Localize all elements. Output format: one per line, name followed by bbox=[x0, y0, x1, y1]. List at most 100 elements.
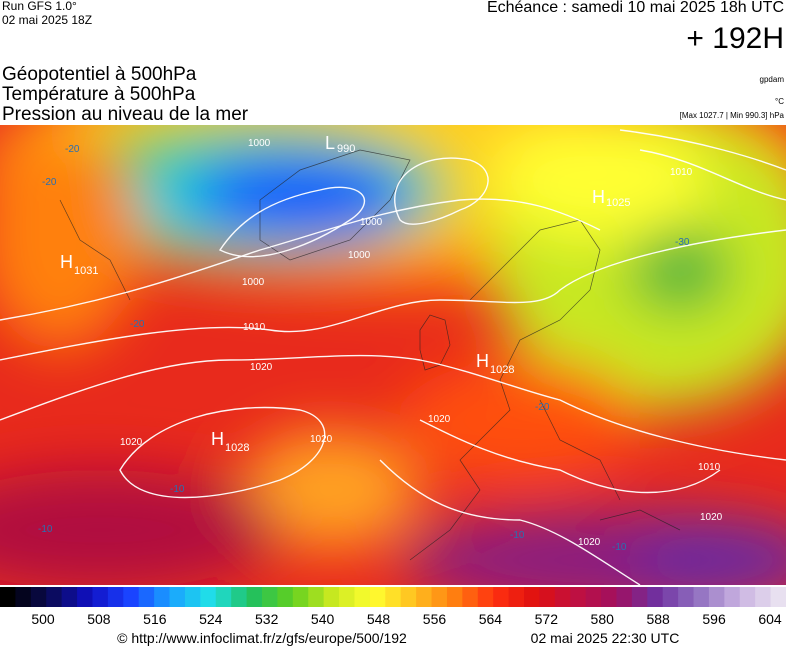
temperature-label: -10 bbox=[612, 542, 627, 553]
isobar-label: 1020 bbox=[250, 362, 273, 373]
colorbar-swatch bbox=[493, 587, 510, 607]
pressure-center: H bbox=[60, 252, 73, 272]
colorbar-swatch bbox=[554, 587, 571, 607]
temperature-label: -10 bbox=[510, 530, 525, 541]
colorbar-swatch bbox=[0, 587, 16, 607]
isobar bbox=[0, 198, 601, 321]
colorbar-swatch bbox=[184, 587, 201, 607]
colorbar-swatch bbox=[123, 587, 140, 607]
colorbar-label: 588 bbox=[646, 611, 670, 627]
colorbar-label: 500 bbox=[31, 611, 55, 627]
isobar-label: 1020 bbox=[578, 537, 601, 548]
colorbar-label: 508 bbox=[87, 611, 111, 627]
colorbar-swatch bbox=[739, 587, 756, 607]
colorbar-swatch bbox=[354, 587, 371, 607]
isobar-label: 1010 bbox=[243, 322, 266, 333]
isobar-label: 1000 bbox=[242, 277, 265, 288]
colorbar-swatch bbox=[400, 587, 417, 607]
colorbar-label: 564 bbox=[479, 611, 503, 627]
colorbar-label: 516 bbox=[143, 611, 167, 627]
isobar bbox=[0, 354, 786, 461]
colorbar-swatch bbox=[154, 587, 171, 607]
pressure-value: 1031 bbox=[74, 265, 98, 277]
colorbar-swatch bbox=[292, 587, 309, 607]
temperature-label: -10 bbox=[170, 484, 185, 495]
colorbar-swatch bbox=[631, 587, 648, 607]
isobar-label: 1020 bbox=[310, 434, 333, 445]
colorbar-swatch bbox=[262, 587, 278, 607]
colorbar-swatch bbox=[308, 587, 325, 607]
colorbar-swatch bbox=[570, 587, 587, 607]
isobar-label: 1020 bbox=[120, 437, 143, 448]
colorbar-swatch bbox=[770, 587, 786, 607]
colorbar-swatch bbox=[678, 587, 695, 607]
colorbar-label: 580 bbox=[591, 611, 615, 627]
colorbar-swatch bbox=[539, 587, 556, 607]
colorbar-swatch bbox=[138, 587, 155, 607]
temperature-label: -30 bbox=[675, 237, 690, 248]
run-date: 02 mai 2025 18Z bbox=[2, 13, 92, 27]
colorbar-swatch bbox=[416, 587, 433, 607]
unit: °C bbox=[775, 97, 784, 106]
colorbar-swatch bbox=[477, 587, 494, 607]
pressure-center: L bbox=[325, 133, 335, 153]
field: Pression au niveau de la mer bbox=[2, 104, 249, 125]
colorbar-swatch bbox=[169, 587, 186, 607]
isobar bbox=[419, 419, 721, 494]
colorbar-swatch bbox=[61, 587, 78, 607]
valid-time: Echéance : samedi 10 mai 2025 18h UTC bbox=[487, 0, 784, 16]
colorbar-swatch bbox=[46, 587, 63, 607]
colorbar-swatch bbox=[585, 587, 602, 607]
colorbar-label: 532 bbox=[255, 611, 279, 627]
colorbar-swatch bbox=[708, 587, 725, 607]
isobar-label: 1000 bbox=[248, 138, 271, 149]
colorbar-swatch bbox=[524, 587, 540, 607]
temperature-label: -20 bbox=[65, 144, 80, 155]
colorbar-swatch bbox=[616, 587, 633, 607]
source-url: © http://www.infoclimat.fr/z/gfs/europe/… bbox=[117, 630, 407, 646]
temperature-label: -20 bbox=[130, 319, 145, 330]
field: Température à 500hPa bbox=[2, 84, 196, 105]
colorbar-swatch bbox=[755, 587, 772, 607]
pressure-value: 990 bbox=[337, 143, 355, 155]
pressure-value: 1025 bbox=[606, 197, 630, 209]
colorbar-swatch bbox=[277, 587, 294, 607]
colorbar-swatch bbox=[446, 587, 463, 607]
colorbar-swatch bbox=[662, 587, 679, 607]
colorbar-swatch bbox=[462, 587, 479, 607]
isobar bbox=[394, 157, 489, 225]
isobar bbox=[218, 186, 366, 258]
isobar-label: 1000 bbox=[360, 217, 383, 228]
colorbar-swatch bbox=[647, 587, 664, 607]
colorbar-swatch bbox=[385, 587, 402, 607]
unit: [Max 1027.7 | Min 990.3] hPa bbox=[680, 111, 785, 120]
isobar bbox=[0, 229, 786, 361]
colorbar-swatch bbox=[601, 587, 617, 607]
colorbar-swatch bbox=[246, 587, 263, 607]
generated-time: 02 mai 2025 22:30 UTC bbox=[531, 630, 680, 646]
colorbar-swatch bbox=[231, 587, 248, 607]
colorbar-swatch bbox=[369, 587, 386, 607]
colorbar-label: 572 bbox=[535, 611, 559, 627]
colorbar-swatch bbox=[339, 587, 355, 607]
temperature-label: -20 bbox=[535, 402, 550, 413]
map: L 990 H 1025 H 1031 H 1028 H 1028 1000 1… bbox=[0, 125, 786, 585]
colorbar-label: 556 bbox=[423, 611, 447, 627]
unit: gpdam bbox=[760, 75, 785, 84]
pressure-center: H bbox=[592, 187, 605, 207]
colorbar-swatch bbox=[508, 587, 525, 607]
colorbar: 500 508 516 524 532 540 548 556 564 572 580 588 596 6… bbox=[0, 587, 786, 627]
temperature-label: -10 bbox=[38, 524, 53, 535]
isobar-label: 1020 bbox=[700, 512, 723, 523]
pressure-value: 1028 bbox=[490, 364, 514, 376]
isobar bbox=[119, 406, 326, 499]
colorbar-label: 596 bbox=[702, 611, 726, 627]
pressure-center: H bbox=[211, 429, 224, 449]
colorbar-swatch bbox=[77, 587, 93, 607]
isobar-label: 1010 bbox=[698, 462, 721, 473]
colorbar-label: 524 bbox=[199, 611, 223, 627]
colorbar-swatch bbox=[724, 587, 741, 607]
pressure-value: 1028 bbox=[225, 442, 249, 454]
colorbar-swatch bbox=[107, 587, 124, 607]
